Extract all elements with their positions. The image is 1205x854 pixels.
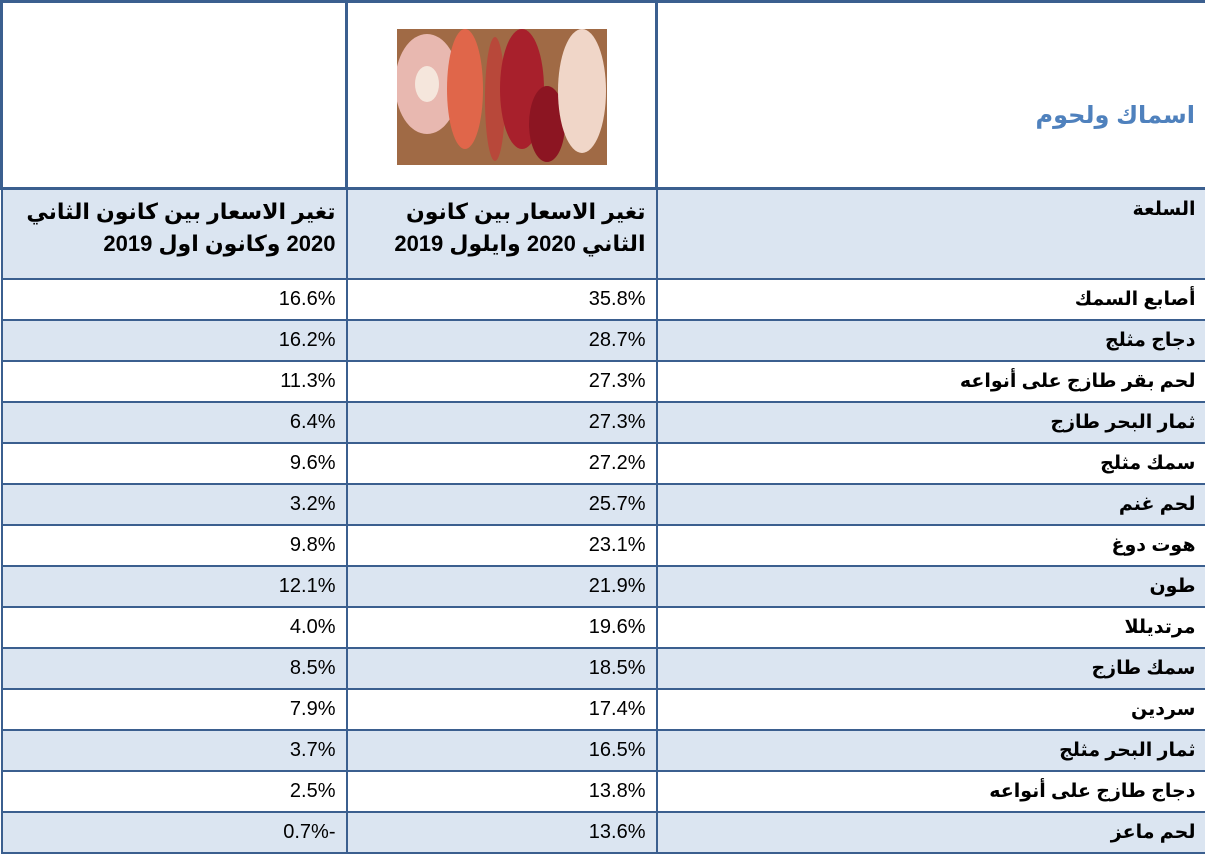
percent-change: 16.6%: [2, 279, 347, 320]
percent-change: 11.3%: [2, 361, 347, 402]
percent-change: 7.9%: [2, 689, 347, 730]
percent-change: 21.9%: [347, 566, 657, 607]
price-table: اسماك ولحوم السلعة تغير الاسعار بين كانو: [0, 0, 1205, 854]
empty-cell: [2, 2, 347, 189]
percent-change: 4.0%: [2, 607, 347, 648]
percent-change: 19.6%: [347, 607, 657, 648]
percent-change: 6.4%: [2, 402, 347, 443]
item-name: سمك طازج: [657, 648, 1205, 689]
percent-change: -0.7%: [2, 812, 347, 853]
percent-change: 13.8%: [347, 771, 657, 812]
column-header: السلعة: [657, 189, 1205, 280]
percent-change: 27.3%: [347, 402, 657, 443]
percent-change: 27.3%: [347, 361, 657, 402]
percent-change: 35.8%: [347, 279, 657, 320]
percent-change: 23.1%: [347, 525, 657, 566]
page: {"header":{"title":"اسماك ولحوم"}, "tabl…: [0, 0, 1205, 834]
title-row: اسماك ولحوم: [2, 2, 1205, 189]
item-name: سردين: [657, 689, 1205, 730]
item-name: ثمار البحر مثلج: [657, 730, 1205, 771]
item-name: مرتديللا: [657, 607, 1205, 648]
item-name: سمك مثلج: [657, 443, 1205, 484]
percent-change: 13.6%: [347, 812, 657, 853]
percent-change: 9.8%: [2, 525, 347, 566]
title: اسماك ولحوم: [657, 2, 1205, 189]
percent-change: 25.7%: [347, 484, 657, 525]
item-name: لحم ماعز: [657, 812, 1205, 853]
percent-change: 8.5%: [2, 648, 347, 689]
item-name: ثمار البحر طازج: [657, 402, 1205, 443]
item-name: هوت دوغ: [657, 525, 1205, 566]
item-name: دجاج مثلج: [657, 320, 1205, 361]
percent-change: 3.7%: [2, 730, 347, 771]
percent-change: 16.5%: [347, 730, 657, 771]
percent-change: 27.2%: [347, 443, 657, 484]
item-name: لحم بقر طازج على أنواعه: [657, 361, 1205, 402]
column-header: تغير الاسعار بين كانون الثاني 2020 وايلو…: [347, 189, 657, 280]
percent-change: 16.2%: [2, 320, 347, 361]
item-name: أصابع السمك: [657, 279, 1205, 320]
percent-change: 9.6%: [2, 443, 347, 484]
percent-change: 3.2%: [2, 484, 347, 525]
meat-photo: [397, 29, 607, 165]
percent-change: 12.1%: [2, 566, 347, 607]
percent-change: 2.5%: [2, 771, 347, 812]
item-name: لحم غنم: [657, 484, 1205, 525]
percent-change: 28.7%: [347, 320, 657, 361]
image-cell: [347, 2, 657, 189]
item-name: طون: [657, 566, 1205, 607]
percent-change: 17.4%: [347, 689, 657, 730]
item-name: دجاج طازج على أنواعه: [657, 771, 1205, 812]
percent-change: 18.5%: [347, 648, 657, 689]
column-header: تغير الاسعار بين كانون الثاني 2020 وكانو…: [2, 189, 347, 280]
header-row: السلعة تغير الاسعار بين كانون الثاني 202…: [2, 189, 1205, 280]
